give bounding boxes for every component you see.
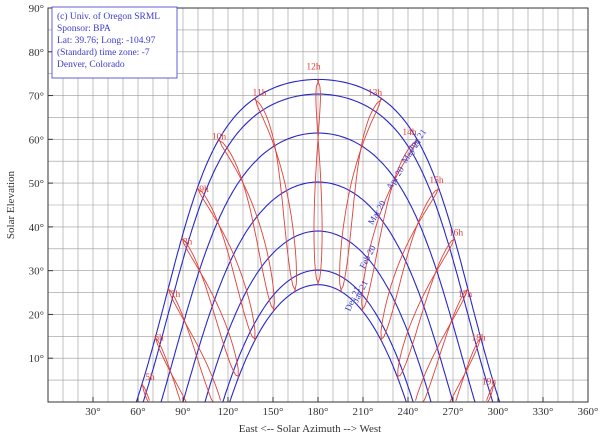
hour-label: 10h [212, 132, 227, 142]
y-tick-label: 70° [29, 91, 44, 103]
hour-curve [415, 287, 469, 401]
hour-curve [455, 337, 482, 402]
hour-label: 5h [145, 373, 155, 383]
hour-curve [141, 384, 150, 401]
hour-labels: 5h 6h 7h 8h 9h 10h 11h 12h 13h 14h 15h 16h 17h 18h 19h [145, 62, 496, 387]
date-curve [135, 78, 501, 403]
hour-curve [380, 188, 440, 340]
hour-curve [339, 97, 382, 292]
x-axis-label: East <-- Solar Azimuth --> West [239, 423, 381, 435]
y-tick-label: 10° [29, 353, 44, 365]
info-line: (c) Univ. of Oregon SRML [57, 11, 160, 22]
x-tick-label: 300° [488, 406, 509, 418]
x-tick-label: 270° [443, 406, 464, 418]
hour-curve [167, 287, 222, 401]
date-label: May 21 [399, 137, 423, 165]
y-tick-label: 30° [29, 266, 44, 278]
hour-label: 9h [199, 185, 209, 195]
info-line: Sponsor: BPA [57, 24, 111, 34]
y-tick-label: 60° [29, 134, 44, 146]
date-label: Feb 20 [357, 243, 378, 270]
hour-label: 17h [458, 290, 473, 300]
date-curve [204, 230, 432, 403]
hour-curve [218, 139, 275, 311]
hour-label: 8h [183, 237, 193, 247]
y-tick-label: 20° [29, 309, 44, 321]
axis-ticks: 30° 60° 90° 120° 150° 180° 210° 240° 270° 300° 330… [29, 3, 599, 418]
hour-curve [167, 288, 214, 403]
hour-curve [380, 187, 439, 341]
hour-label: 18h [471, 334, 486, 344]
hour-curve [181, 237, 239, 379]
info-box [51, 6, 178, 79]
x-tick-label: 150° [263, 406, 284, 418]
hour-curve [486, 384, 495, 401]
hour-curve [218, 138, 275, 312]
hour-curve [196, 188, 256, 340]
hour-label: 19h [482, 377, 497, 387]
hour-label: 7h [171, 290, 181, 300]
info-line: Denver, Colorado [57, 60, 125, 70]
hour-curve [154, 337, 181, 402]
hour-curve [487, 383, 495, 403]
hour-label: 6h [154, 334, 164, 344]
x-tick-label: 120° [218, 406, 239, 418]
hour-curve [315, 79, 323, 285]
y-axis-label: Solar Elevation [5, 170, 17, 239]
hour-label: 14h [402, 128, 417, 138]
info-line: Lat: 39.76; Long: -104.97 [57, 36, 156, 46]
x-tick-label: 210° [353, 406, 374, 418]
hour-label: 13h [368, 89, 383, 99]
hour-curve [397, 238, 455, 378]
y-tick-label: 40° [29, 222, 44, 234]
y-tick-label: 90° [29, 3, 44, 15]
date-curve [222, 269, 414, 403]
x-tick-label: 240° [398, 406, 419, 418]
hour-curve [141, 383, 149, 403]
date-label: Mar 20 [366, 198, 388, 226]
hour-curve [361, 139, 418, 312]
hour-label: 15h [429, 176, 444, 186]
hour-curve [313, 79, 321, 285]
hour-curves [141, 79, 495, 403]
hour-curve [155, 336, 187, 402]
date-curves [135, 78, 501, 403]
hour-curve [340, 98, 383, 292]
x-tick-label: 30° [85, 406, 100, 418]
hour-curve [422, 288, 469, 403]
x-tick-label: 90° [175, 406, 190, 418]
date-curve [142, 93, 494, 403]
hour-curve [181, 238, 240, 377]
hour-label: 12h [306, 62, 321, 72]
x-tick-label: 60° [130, 406, 145, 418]
hour-curve [253, 98, 297, 292]
x-tick-label: 360° [578, 406, 599, 418]
x-tick-label: 330° [533, 406, 554, 418]
x-tick-label: 180° [308, 406, 329, 418]
hour-curve [254, 97, 297, 292]
hour-label: 16h [449, 229, 464, 239]
y-tick-label: 50° [29, 178, 44, 190]
info-line: (Standard) time zone: -7 [57, 47, 150, 58]
hour-curve [197, 187, 256, 341]
hour-curve [397, 237, 455, 379]
date-curve [182, 181, 454, 403]
hour-curve [361, 140, 418, 311]
y-tick-label: 80° [29, 47, 44, 59]
hour-label: 11h [253, 89, 267, 99]
